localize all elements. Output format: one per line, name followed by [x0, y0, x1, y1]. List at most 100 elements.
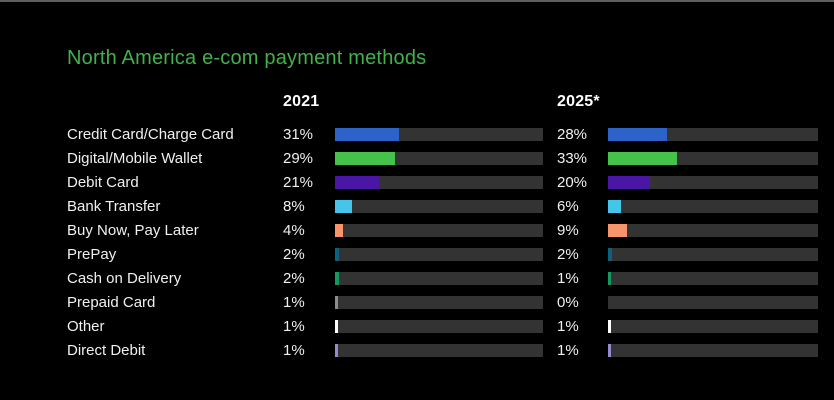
value-2025: 9% [557, 221, 579, 239]
payment-method-row: Bank Transfer 8% 6% [67, 194, 818, 218]
bar-fill-2021 [335, 319, 338, 333]
bar-track-2021 [335, 199, 543, 213]
bar-2025 [608, 175, 818, 189]
value-2021: 8% [283, 197, 305, 215]
bar-track-2021 [335, 223, 543, 237]
bar-fill-2025 [608, 223, 627, 237]
bar-fill-2025 [608, 151, 678, 165]
bar-track-2025 [608, 127, 818, 141]
bar-track-2025 [608, 343, 818, 357]
bar-track-2021 [335, 151, 543, 165]
payment-method-label: Prepaid Card [67, 293, 156, 311]
value-2025: 1% [557, 269, 579, 287]
value-2021: 21% [283, 173, 314, 191]
bar-track-2021 [335, 271, 543, 285]
bar-fill-2025 [608, 319, 611, 333]
bar-2021 [335, 151, 543, 165]
value-2021: 4% [283, 221, 305, 239]
bar-fill-2021 [335, 295, 338, 309]
value-2025: 33% [557, 149, 588, 167]
bar-track-2025 [608, 271, 818, 285]
payment-method-row: Buy Now, Pay Later 4% 9% [67, 218, 818, 242]
value-2021: 2% [283, 269, 305, 287]
payment-method-row: PrePay 2% 2% [67, 242, 818, 266]
bar-2021 [335, 343, 543, 357]
value-2021: 1% [283, 317, 305, 335]
bar-2021 [335, 199, 543, 213]
payment-method-row: Direct Debit 1% 1% [67, 338, 818, 362]
column-header-2025: 2025* [557, 93, 600, 110]
bar-2025 [608, 343, 818, 357]
rows-container: Credit Card/Charge Card 31% 28% Digital/… [67, 122, 818, 362]
value-2025: 1% [557, 341, 579, 359]
bar-fill-2021 [335, 175, 379, 189]
value-2025: 2% [557, 245, 579, 263]
value-2021: 1% [283, 293, 305, 311]
bar-track-2021 [335, 247, 543, 261]
bar-fill-2021 [335, 199, 352, 213]
payment-method-label: Bank Transfer [67, 197, 161, 215]
value-2025: 0% [557, 293, 579, 311]
bar-track-2021 [335, 295, 543, 309]
value-2021: 31% [283, 125, 314, 143]
bar-2021 [335, 223, 543, 237]
bar-2025 [608, 127, 818, 141]
value-2021: 1% [283, 341, 305, 359]
payment-method-label: Debit Card [67, 173, 139, 191]
payment-method-label: Credit Card/Charge Card [67, 125, 234, 143]
bar-track-2021 [335, 127, 543, 141]
chart-title: North America e-com payment methods [67, 47, 427, 69]
bar-fill-2025 [608, 199, 621, 213]
payment-method-label: Other [67, 317, 105, 335]
payment-method-row: Digital/Mobile Wallet 29% 33% [67, 146, 818, 170]
bar-2021 [335, 319, 543, 333]
bar-fill-2025 [608, 127, 667, 141]
payment-method-row: Debit Card 21% 20% [67, 170, 818, 194]
bar-fill-2021 [335, 247, 340, 261]
bar-track-2025 [608, 151, 818, 165]
column-header-row: 2021 2025* [67, 92, 818, 112]
payment-methods-table: 2021 2025* Credit Card/Charge Card 31% 2… [67, 92, 818, 362]
bar-fill-2021 [335, 343, 338, 357]
bar-2025 [608, 271, 818, 285]
bar-2025 [608, 247, 818, 261]
bar-track-2025 [608, 223, 818, 237]
bar-fill-2025 [608, 247, 613, 261]
bar-track-2021 [335, 175, 543, 189]
bar-fill-2025 [608, 271, 611, 285]
payment-method-label: PrePay [67, 245, 117, 263]
value-2025: 20% [557, 173, 588, 191]
bar-track-2025 [608, 247, 818, 261]
bar-2025 [608, 199, 818, 213]
bar-fill-2025 [608, 175, 650, 189]
column-header-2021: 2021 [283, 93, 320, 110]
payment-method-label: Direct Debit [67, 341, 146, 359]
bar-2021 [335, 247, 543, 261]
bar-2025 [608, 295, 818, 309]
bar-fill-2021 [335, 223, 344, 237]
value-2025: 28% [557, 125, 588, 143]
payment-method-row: Other 1% 1% [67, 314, 818, 338]
payment-method-row: Prepaid Card 1% 0% [67, 290, 818, 314]
bar-2021 [335, 295, 543, 309]
payment-method-row: Cash on Delivery 2% 1% [67, 266, 818, 290]
payment-method-label: Digital/Mobile Wallet [67, 149, 203, 167]
bar-fill-2021 [335, 127, 400, 141]
bar-track-2025 [608, 319, 818, 333]
value-2021: 2% [283, 245, 305, 263]
bar-track-2025 [608, 199, 818, 213]
payment-method-label: Buy Now, Pay Later [67, 221, 199, 239]
bar-fill-2021 [335, 271, 340, 285]
bar-track-2021 [335, 343, 543, 357]
value-2025: 1% [557, 317, 579, 335]
bar-track-2025 [608, 295, 818, 309]
bar-2021 [335, 175, 543, 189]
bar-2025 [608, 223, 818, 237]
bar-2021 [335, 127, 543, 141]
bar-fill-2021 [335, 151, 396, 165]
payment-method-label: Cash on Delivery [67, 269, 182, 287]
payment-method-row: Credit Card/Charge Card 31% 28% [67, 122, 818, 146]
bar-2025 [608, 319, 818, 333]
bar-track-2025 [608, 175, 818, 189]
